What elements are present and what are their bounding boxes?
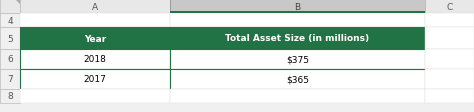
Bar xyxy=(425,28,474,50)
Bar xyxy=(0,50,20,69)
Bar xyxy=(0,69,20,89)
Bar xyxy=(0,89,20,103)
Text: 4: 4 xyxy=(7,16,13,25)
Text: 2018: 2018 xyxy=(83,55,107,64)
Bar xyxy=(170,12,425,14)
Bar xyxy=(20,89,170,103)
Text: Year: Year xyxy=(84,34,106,43)
Text: $365: $365 xyxy=(286,75,309,84)
Bar xyxy=(0,0,20,14)
Bar xyxy=(425,50,474,69)
Bar xyxy=(20,69,170,89)
Bar xyxy=(425,69,474,89)
Text: $375: $375 xyxy=(286,55,309,64)
Polygon shape xyxy=(15,0,20,5)
Bar xyxy=(170,89,425,103)
Bar xyxy=(20,14,170,28)
Text: 5: 5 xyxy=(7,34,13,43)
Bar xyxy=(20,0,170,14)
Bar xyxy=(170,69,425,89)
Text: C: C xyxy=(447,2,453,11)
Bar xyxy=(0,28,20,50)
Text: Total Asset Size (in millions): Total Asset Size (in millions) xyxy=(226,34,370,43)
Text: B: B xyxy=(294,2,301,11)
Text: 6: 6 xyxy=(7,55,13,64)
Bar xyxy=(170,0,425,14)
Bar xyxy=(170,14,425,28)
Bar xyxy=(0,14,20,28)
Bar xyxy=(425,14,474,28)
Bar xyxy=(20,28,170,50)
Bar xyxy=(425,0,474,14)
Bar xyxy=(170,28,425,50)
Text: A: A xyxy=(92,2,98,11)
Bar xyxy=(170,50,425,69)
Text: 8: 8 xyxy=(7,92,13,101)
Bar xyxy=(20,50,170,69)
Text: 2017: 2017 xyxy=(83,75,107,84)
Bar xyxy=(425,89,474,103)
Text: 7: 7 xyxy=(7,75,13,84)
